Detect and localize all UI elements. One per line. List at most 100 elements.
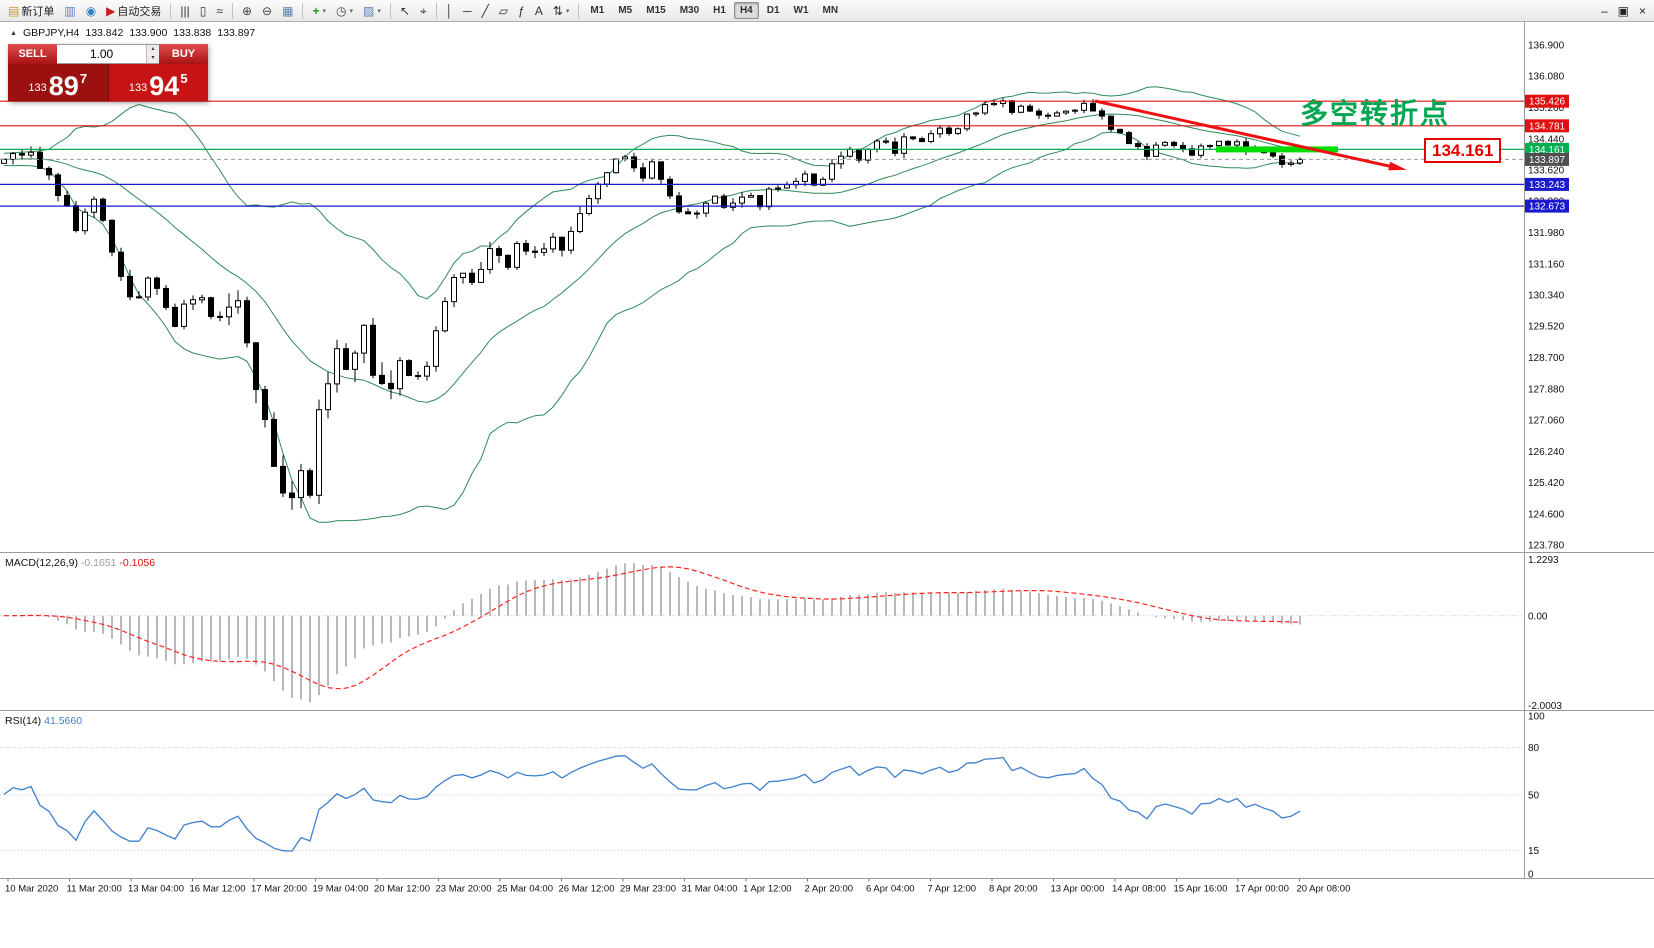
svg-text:133.897: 133.897 (1529, 155, 1566, 166)
macd-indicator-label: MACD(12,26,9) -0.1651 -0.1056 (5, 557, 155, 569)
svg-text:20 Mar 12:00: 20 Mar 12:00 (374, 884, 430, 895)
line-chart-button[interactable]: ≈ (211, 2, 228, 20)
channel-icon: ▱ (498, 3, 509, 18)
horizontal-line-button[interactable]: ─ (458, 2, 477, 20)
svg-text:135.260: 135.260 (1528, 103, 1565, 114)
svg-text:136.080: 136.080 (1528, 72, 1565, 83)
volume-field[interactable]: 1.00 ▴ ▾ (57, 44, 159, 64)
price-callout-box: 134.161 (1424, 138, 1502, 163)
toolbar-separator (389, 2, 391, 19)
candle-chart-icon: ▯ (199, 3, 207, 18)
sell-price-panel[interactable]: 133 89 7 (8, 64, 108, 101)
svg-text:13 Mar 04:00: 13 Mar 04:00 (128, 884, 184, 895)
svg-text:17 Apr 00:00: 17 Apr 00:00 (1235, 884, 1289, 895)
resistance-lower-tag (1525, 119, 1569, 133)
trend-arrow[interactable] (1094, 99, 1399, 170)
support-upper-tag (1525, 177, 1569, 191)
buy-button[interactable]: BUY (159, 44, 208, 64)
svg-text:128.700: 128.700 (1528, 353, 1565, 364)
svg-text:7 Apr 12:00: 7 Apr 12:00 (928, 884, 977, 895)
charts-button[interactable]: ▥ (59, 2, 80, 20)
svg-text:26 Mar 12:00: 26 Mar 12:00 (559, 884, 615, 895)
turning-point-label: 多空转折点 (1300, 98, 1451, 129)
svg-text:15 Apr 16:00: 15 Apr 16:00 (1174, 884, 1228, 895)
collapse-arrow-icon[interactable]: ▲ (10, 29, 17, 37)
arrows-tool-button[interactable]: ⇅ ▾ (548, 2, 575, 20)
cursor-button[interactable]: ↖ (395, 2, 415, 20)
timeframe-m30-button[interactable]: M30 (679, 5, 700, 16)
price-axis: 136.900136.080135.260134.440133.620132.8… (1524, 22, 1569, 879)
macd-name: MACD(12,26,9) (5, 557, 78, 569)
svg-text:131.160: 131.160 (1528, 259, 1565, 270)
fibonacci-icon: ƒ (518, 3, 525, 18)
volume-down-icon[interactable]: ▾ (147, 54, 159, 63)
templates-button[interactable]: ▨ ▾ (358, 2, 386, 20)
svg-text:11 Mar 20:00: 11 Mar 20:00 (67, 884, 122, 895)
volume-spinner[interactable]: ▴ ▾ (146, 45, 159, 63)
crosshair-button[interactable]: ⌖ (415, 2, 432, 20)
bar-chart-button[interactable]: ||| (175, 2, 194, 20)
vertical-line-button[interactable]: │ (441, 2, 459, 20)
sell-button[interactable]: SELL (8, 44, 57, 64)
svg-text:125.420: 125.420 (1528, 478, 1565, 489)
timeframe-h4-button[interactable]: H4 (733, 2, 759, 19)
restore-window-button[interactable]: ▣ (1613, 2, 1634, 20)
toolbar-separator (435, 2, 437, 19)
toolbar-right-group: – ▣ × (1596, 2, 1651, 20)
price-chart-canvas[interactable]: 136.900136.080135.260134.440133.620132.8… (0, 22, 1654, 948)
fibonacci-button[interactable]: ƒ (513, 2, 530, 20)
arrows-tool-button-caret-icon: ▾ (565, 7, 570, 15)
svg-text:127.060: 127.060 (1528, 416, 1565, 427)
timeframe-d1-button[interactable]: D1 (766, 5, 780, 16)
periods-button[interactable]: ◷ ▾ (331, 2, 358, 20)
tile-windows-button[interactable]: ▦ (277, 2, 298, 20)
toolbar-separator (170, 2, 172, 19)
svg-text:1 Apr 12:00: 1 Apr 12:00 (743, 884, 792, 895)
sell-price-prefix: 133 (28, 82, 47, 94)
bollinger-bands (3, 86, 1301, 523)
timeframe-mn-button[interactable]: MN (822, 5, 839, 16)
buy-price-panel[interactable]: 133 94 5 (107, 64, 208, 101)
timeframe-w1-button[interactable]: W1 (793, 5, 809, 16)
indicators-button[interactable]: + ▾ (307, 2, 331, 20)
new-order-button[interactable]: ▤ 新订单 (3, 2, 59, 20)
volume-up-icon[interactable]: ▴ (147, 45, 159, 54)
volume-value: 1.00 (89, 47, 114, 61)
svg-text:127.880: 127.880 (1528, 384, 1565, 395)
main-toolbar: ▤ 新订单 ▥ ◉ ▶ 自动交易 ||| ▯ ≈ ⊕ ⊖ ▦ + ▾ ◷ ▾ ▨ ▾ ↖ ⌖ │ ─ ╱ ▱ ƒ A ⇅ ▾ M1 M5 M… (0, 0, 1654, 22)
key-level-tag (1525, 142, 1569, 156)
autotrading-button[interactable]: ▶ 自动交易 (101, 2, 166, 20)
text-tool-button[interactable]: A (530, 2, 548, 20)
sell-price-main: 89 (48, 71, 79, 101)
otc-price-row: 133 89 7 133 94 5 (8, 64, 208, 101)
minimize-window-button[interactable]: – (1596, 2, 1613, 20)
community-button[interactable]: ◉ (81, 2, 101, 20)
autotrading-button-label: 自动交易 (117, 5, 162, 18)
timeframe-m1-button[interactable]: M1 (590, 5, 605, 16)
svg-text:29 Mar 23:00: 29 Mar 23:00 (620, 884, 676, 895)
resistance-upper-tag (1525, 94, 1569, 108)
panel-separators (0, 552, 1654, 879)
zoom-in-button[interactable]: ⊕ (237, 2, 257, 20)
chart-window: 136.900136.080135.260134.440133.620132.8… (0, 22, 1654, 948)
crosshair-icon: ⌖ (419, 3, 427, 18)
svg-text:131.980: 131.980 (1528, 228, 1565, 239)
toolbar-separator (578, 2, 580, 19)
chart-annotations (1094, 99, 1407, 171)
one-click-trading-widget: SELL 1.00 ▴ ▾ BUY 133 89 7 133 94 5 (8, 44, 208, 101)
timeframe-h1-button[interactable]: H1 (713, 5, 726, 16)
trendline-button[interactable]: ╱ (477, 2, 494, 20)
channel-button[interactable]: ▱ (494, 2, 513, 20)
green-highlight-bar[interactable] (1216, 146, 1338, 153)
close-window-button[interactable]: × (1634, 2, 1651, 20)
candle-chart-button[interactable]: ▯ (195, 2, 212, 20)
timeframe-m15-button[interactable]: M15 (646, 5, 666, 16)
svg-text:31 Mar 04:00: 31 Mar 04:00 (682, 884, 738, 895)
ohlc-close: 133.897 (217, 27, 256, 39)
sell-price-pip: 7 (79, 71, 88, 86)
zoom-out-button[interactable]: ⊖ (257, 2, 277, 20)
ohlc-high: 133.900 (129, 27, 168, 39)
svg-text:50: 50 (1528, 791, 1540, 802)
timeframe-m5-button[interactable]: M5 (618, 5, 633, 16)
templates-button-caret-icon: ▾ (377, 7, 381, 15)
